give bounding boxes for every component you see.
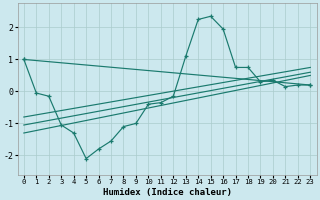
X-axis label: Humidex (Indice chaleur): Humidex (Indice chaleur) bbox=[103, 188, 232, 197]
